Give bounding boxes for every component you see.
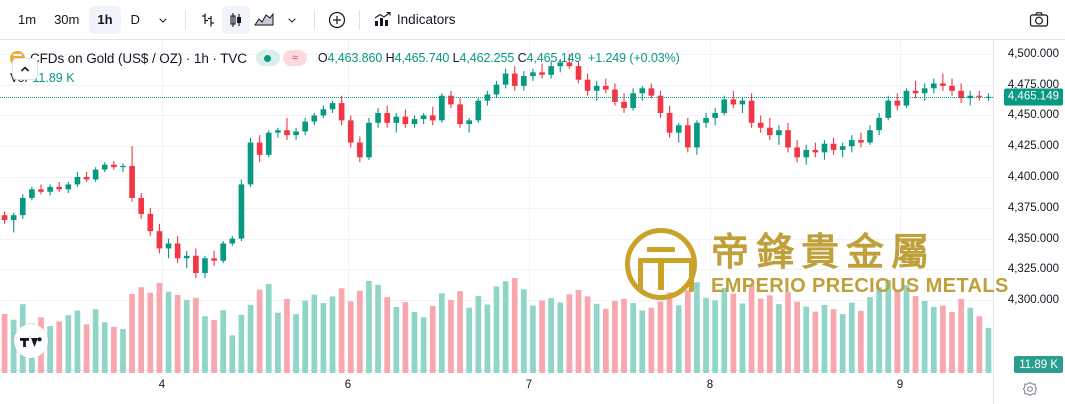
ohlc-change-percent: (+0.03%) [629, 51, 680, 65]
camera-icon[interactable] [1025, 6, 1053, 34]
ohlc-low-key: L [452, 51, 460, 65]
chart-type-chevron-down-icon[interactable] [278, 6, 306, 34]
indicators-icon [373, 11, 392, 29]
candlestick-series [1, 53, 992, 370]
price-axis-label: 4,425.000 [1007, 140, 1059, 153]
toolbar-divider-3 [358, 9, 360, 30]
interval-button-1h[interactable]: 1h [89, 5, 121, 34]
chevron-down-icon[interactable] [149, 6, 177, 34]
tradingview-logo-icon[interactable] [14, 324, 48, 358]
gridline-vertical [348, 40, 349, 370]
gridline-horizontal [0, 53, 993, 55]
gridline-horizontal [0, 238, 993, 240]
current-price-line [0, 96, 993, 98]
time-axis-label: 7 [525, 379, 533, 391]
interval-button-30m[interactable]: 30m [54, 12, 80, 27]
current-price-badge: 4,465.149 [1003, 88, 1063, 106]
ohlc-open-key: O [317, 51, 328, 65]
ohlc-high-value: 4,465.740 [394, 51, 450, 65]
price-axis[interactable]: 4,500.000 4,475.000 4,450.000 4,425.000 4,40… [993, 40, 1065, 404]
price-axis-label: 4,475.000 [1007, 78, 1059, 91]
gridline-horizontal [0, 115, 993, 117]
price-axis-label: 4,400.000 [1007, 171, 1059, 183]
candlestick-chart-icon[interactable] [221, 5, 250, 34]
gridline-vertical [162, 40, 163, 370]
gear-icon[interactable] [1021, 380, 1039, 398]
ohlc-close-key: C [517, 51, 527, 65]
series-dot-icon[interactable] [255, 50, 280, 66]
gridline-vertical [900, 40, 901, 370]
time-axis[interactable]: 4 6 7 8 9 [0, 363, 993, 404]
gridline-vertical [529, 40, 530, 370]
ohlc-values: O4,463.860 H4,465.740 L4,462.255 C4,465.… [318, 51, 680, 65]
ohlc-close-value: 4,465.149 [526, 51, 582, 65]
ohlc-open-value: 4,463.860 [327, 51, 383, 65]
legend-symbol-row: CFDs on Gold (US$ / OZ) · 1h · TVC ≈ O4,… [10, 48, 680, 68]
chart-canvas[interactable] [0, 40, 993, 370]
chart-toolbar: 1m 30m 1h D [0, 0, 1065, 40]
gridline-horizontal [0, 146, 993, 148]
price-axis-label: 4,300.000 [1007, 294, 1059, 307]
indicators-label: Indicators [396, 12, 456, 27]
time-axis-label: 8 [706, 379, 714, 391]
time-axis-label: 4 [158, 379, 166, 391]
price-axis-label: 4,450.000 [1007, 109, 1059, 122]
ohlc-change: +1.249 [588, 51, 626, 65]
collapse-pane-button[interactable] [12, 58, 38, 80]
ohlc-low-value: 4,462.255 [459, 51, 515, 65]
price-axis-label: 4,325.000 [1007, 263, 1059, 276]
interval-button-d[interactable]: D [130, 12, 140, 27]
volume-badge: 11.89 K [1014, 356, 1063, 373]
price-axis-label: 4,350.000 [1007, 232, 1059, 245]
series-wave-icon[interactable]: ≈ [282, 50, 307, 66]
volume-value: 11.89 K [32, 71, 75, 85]
legend-series-badges: ≈ [255, 50, 307, 66]
toolbar-divider [184, 9, 186, 30]
interval-button-1m[interactable]: 1m [18, 12, 37, 27]
time-axis-label: 6 [344, 379, 352, 391]
time-axis-volume-strip [1, 363, 992, 373]
chart-legend: CFDs on Gold (US$ / OZ) · 1h · TVC ≈ O4,… [10, 48, 680, 85]
plus-circle-icon[interactable] [323, 6, 351, 34]
bar-chart-icon[interactable] [194, 6, 222, 34]
gridline-vertical [710, 40, 711, 370]
time-axis-label: 9 [896, 379, 904, 391]
toolbar-divider-2 [313, 9, 315, 30]
gridline-horizontal [0, 269, 993, 271]
price-axis-label: 4,500.000 [1007, 47, 1059, 60]
ohlc-high-key: H [385, 51, 395, 65]
symbol-title[interactable]: CFDs on Gold (US$ / OZ) · 1h · TVC [30, 50, 247, 66]
area-chart-icon[interactable] [250, 6, 278, 34]
indicators-button[interactable]: Indicators [369, 6, 464, 34]
chevron-up-icon [19, 65, 31, 74]
gridline-horizontal [0, 177, 993, 178]
gridline-horizontal [0, 207, 993, 209]
price-axis-label: 4,375.000 [1007, 201, 1059, 214]
legend-volume-row: Vol 11.89 K [10, 71, 680, 85]
